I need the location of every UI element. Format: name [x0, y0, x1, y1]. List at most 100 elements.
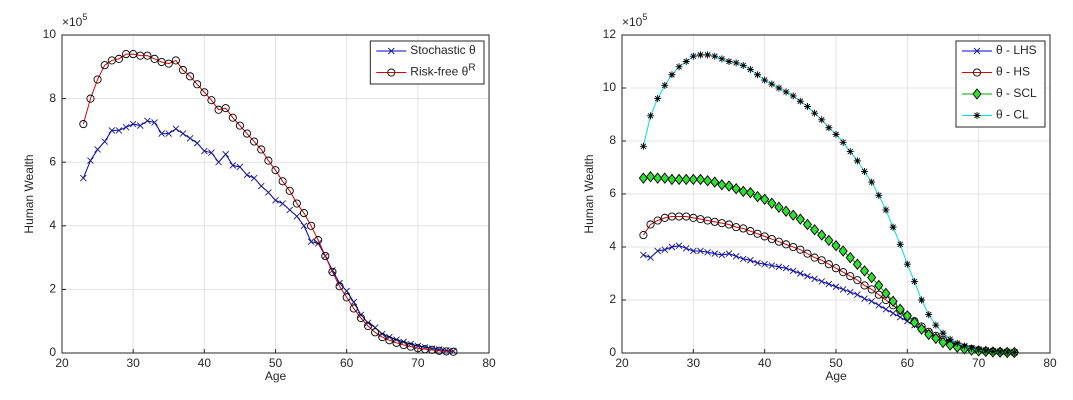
data-marker — [343, 287, 350, 295]
data-marker — [774, 237, 783, 246]
data-marker — [731, 182, 741, 195]
data-marker — [775, 84, 783, 92]
data-marker — [79, 119, 88, 129]
data-marker — [802, 218, 813, 231]
data-marker — [200, 88, 209, 97]
data-marker — [392, 338, 401, 347]
y-axis-label: Human Wealth — [582, 154, 596, 233]
data-marker — [186, 72, 195, 81]
data-marker — [989, 347, 997, 355]
data-marker — [909, 316, 920, 329]
data-marker — [825, 124, 833, 132]
data-marker — [114, 54, 123, 63]
data-marker — [839, 286, 847, 293]
data-marker — [661, 246, 669, 253]
data-marker — [845, 251, 855, 264]
data-marker — [796, 245, 805, 254]
x-tick-label: 40 — [758, 356, 772, 370]
data-marker — [689, 52, 697, 60]
y-tick-label: 10 — [603, 80, 617, 94]
data-marker — [839, 268, 848, 277]
data-marker — [917, 323, 927, 335]
data-marker — [710, 176, 720, 188]
data-marker — [725, 250, 733, 257]
data-marker — [853, 157, 861, 165]
data-marker — [675, 63, 683, 71]
data-marker — [768, 262, 776, 269]
data-marker — [796, 97, 804, 105]
data-marker — [788, 209, 798, 221]
data-marker — [831, 239, 841, 252]
data-marker — [94, 146, 101, 153]
data-marker — [236, 163, 244, 171]
data-marker — [704, 51, 712, 59]
data-marker — [875, 191, 883, 199]
data-marker — [896, 313, 904, 321]
x-tick-label: 40 — [198, 356, 212, 370]
data-marker — [172, 125, 180, 133]
data-marker — [810, 253, 819, 262]
data-marker — [164, 59, 173, 68]
data-marker — [674, 173, 684, 186]
x-tick-label: 70 — [411, 356, 425, 370]
y-multiplier: ×105 — [62, 12, 87, 29]
y-tick-label: 0 — [49, 345, 56, 359]
data-marker — [144, 117, 151, 125]
data-marker — [215, 158, 222, 166]
data-marker — [953, 339, 961, 347]
x-tick-label: 30 — [126, 356, 140, 370]
data-marker — [946, 335, 954, 343]
data-marker — [271, 166, 280, 175]
legend-label: θ - SCL — [996, 86, 1037, 100]
data-marker — [838, 245, 848, 257]
data-marker — [789, 92, 797, 100]
data-marker — [307, 221, 316, 230]
data-marker — [179, 130, 187, 137]
data-marker — [868, 298, 875, 305]
legend-name: θ - SCL — [996, 86, 1037, 100]
subplot: 20 30 40 50 60 70 80 0 2 4 6 8 10 Age Human Wealth ×105… — [22, 12, 496, 383]
data-marker — [165, 130, 173, 137]
data-marker — [171, 56, 180, 65]
data-marker — [711, 52, 719, 60]
data-marker — [889, 309, 897, 317]
data-marker — [846, 288, 854, 296]
data-marker — [882, 305, 890, 313]
data-marker — [939, 329, 947, 337]
data-marker — [789, 267, 797, 275]
data-marker — [996, 348, 1004, 356]
legend-label: θ - LHS — [996, 43, 1037, 57]
data-marker — [87, 157, 94, 164]
data-marker — [449, 347, 458, 356]
data-marker — [747, 256, 754, 264]
data-marker — [300, 222, 308, 230]
data-marker — [832, 283, 840, 291]
data-marker — [774, 201, 784, 213]
x-tick-label: 20 — [615, 356, 629, 370]
legend-name: Stochastic θ — [410, 43, 476, 57]
data-marker — [825, 280, 833, 288]
data-marker — [178, 65, 188, 75]
axes-box — [621, 34, 1051, 354]
data-marker — [639, 231, 648, 240]
data-marker — [811, 275, 818, 283]
data-marker — [653, 216, 662, 225]
data-marker — [136, 122, 144, 129]
data-marker — [207, 96, 216, 105]
data-marker — [385, 336, 394, 345]
data-marker — [846, 272, 855, 281]
data-marker — [760, 232, 769, 241]
data-marker — [108, 127, 116, 134]
series-line — [82, 120, 454, 352]
data-marker — [732, 59, 740, 67]
data-marker — [208, 149, 215, 156]
data-marker — [1010, 348, 1018, 356]
legend-marker — [972, 68, 982, 77]
data-marker — [356, 313, 365, 323]
data-marker — [654, 95, 662, 103]
data-marker — [782, 88, 790, 96]
data-marker — [314, 236, 323, 245]
data-marker — [789, 242, 798, 252]
y-tick-label: 12 — [603, 27, 617, 41]
legend-box — [369, 40, 485, 85]
